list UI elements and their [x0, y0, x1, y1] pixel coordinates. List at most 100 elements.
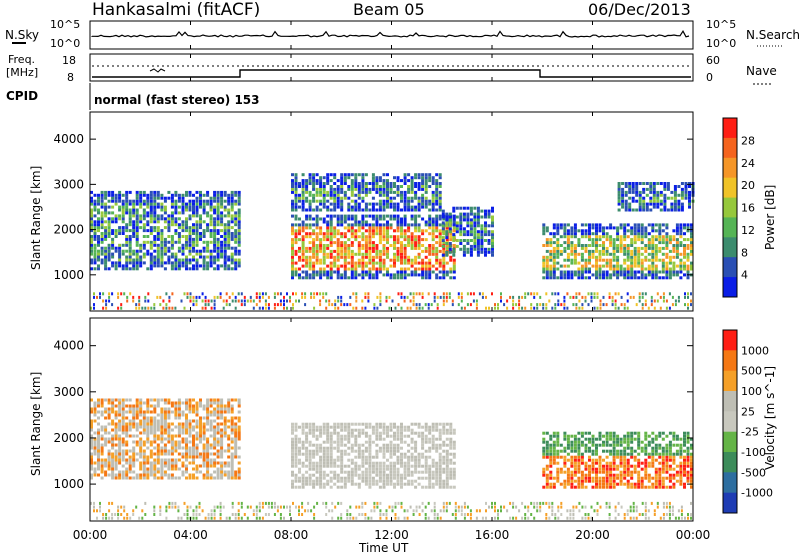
data-cell: [181, 220, 185, 224]
data-cell: [305, 187, 309, 191]
data-cell: [97, 461, 100, 465]
data-cell: [227, 410, 231, 414]
data-cell: [237, 217, 241, 221]
data-cell: [631, 199, 635, 203]
data-cell: [644, 273, 648, 277]
data-cell: [521, 306, 524, 310]
power-ylabel: Slant Range [km]: [29, 166, 43, 270]
data-cell: [441, 239, 445, 242]
data-cell: [382, 214, 386, 218]
data-cell: [386, 232, 389, 236]
data-cell: [118, 449, 122, 453]
data-cell: [111, 261, 115, 265]
data-cell: [393, 437, 396, 441]
data-cell: [216, 416, 220, 420]
data-cell: [549, 244, 553, 247]
data-cell: [449, 232, 453, 236]
data-cell: [185, 407, 188, 411]
data-cell: [626, 223, 630, 227]
data-cell: [160, 464, 164, 468]
data-cell: [407, 199, 411, 203]
data-cell: [686, 226, 690, 230]
data-cell: [128, 199, 132, 203]
data-cell: [192, 434, 195, 438]
data-cell: [552, 226, 556, 230]
data-cell: [167, 398, 171, 402]
nave-right-label: Nave: [746, 64, 777, 78]
data-cell: [315, 244, 319, 247]
data-cell: [149, 214, 153, 218]
data-cell: [195, 264, 199, 268]
data-cell: [163, 425, 167, 429]
data-cell: [631, 196, 635, 200]
data-cell: [93, 473, 97, 477]
data-cell: [301, 452, 305, 456]
beam-title: Beam 05: [353, 0, 425, 19]
data-cell: [382, 199, 386, 203]
data-cell: [170, 422, 174, 426]
data-cell: [220, 211, 224, 215]
data-cell: [118, 407, 122, 411]
data-cell: [230, 416, 234, 420]
data-cell: [237, 470, 241, 474]
data-cell: [386, 196, 389, 200]
data-cell: [142, 252, 146, 256]
data-cell: [389, 440, 393, 444]
data-cell: [361, 217, 365, 221]
data-cell: [209, 452, 213, 456]
data-cell: [371, 273, 375, 277]
data-cell: [181, 446, 185, 450]
data-cell: [195, 467, 199, 471]
data-cell: [364, 482, 368, 486]
data-cell: [185, 205, 188, 209]
data-cell: [195, 261, 199, 265]
data-cell: [312, 193, 316, 197]
data-cell: [132, 446, 136, 450]
data-cell: [223, 473, 227, 477]
data-cell: [438, 241, 442, 245]
data-cell: [584, 295, 587, 299]
data-cell: [435, 241, 439, 245]
data-cell: [340, 470, 344, 474]
data-cell: [111, 446, 115, 450]
data-cell: [291, 270, 294, 274]
data-cell: [107, 431, 111, 435]
data-cell: [352, 292, 355, 296]
data-cell: [563, 249, 567, 253]
data-cell: [227, 214, 231, 218]
colorbar-swatch: [723, 157, 737, 179]
data-cell: [570, 276, 574, 280]
data-cell: [213, 410, 217, 414]
data-cell: [315, 270, 319, 274]
data-cell: [393, 185, 396, 188]
data-cell: [403, 193, 407, 197]
data-cell: [382, 261, 386, 265]
data-cell: [174, 258, 178, 262]
data-cell: [386, 246, 389, 250]
data-cell: [114, 428, 118, 432]
data-cell: [160, 410, 164, 414]
data-cell: [120, 306, 123, 310]
data-cell: [118, 255, 122, 259]
data-cell: [549, 232, 553, 236]
data-cell: [347, 238, 351, 242]
data-cell: [580, 258, 584, 262]
data-cell: [227, 425, 231, 429]
data-cell: [237, 229, 241, 233]
data-cell: [371, 235, 375, 239]
data-cell: [484, 227, 487, 231]
data-cell: [144, 306, 147, 310]
data-cell: [100, 226, 104, 230]
data-cell: [125, 243, 129, 247]
data-cell: [612, 226, 616, 230]
data-cell: [213, 249, 217, 253]
data-cell: [441, 244, 445, 248]
data-cell: [283, 303, 285, 307]
data-cell: [294, 437, 298, 441]
data-cell: [684, 295, 686, 299]
data-cell: [350, 252, 354, 256]
data-cell: [559, 223, 563, 227]
data-cell: [654, 252, 658, 256]
data-cell: [679, 235, 683, 239]
data-cell: [168, 299, 171, 303]
